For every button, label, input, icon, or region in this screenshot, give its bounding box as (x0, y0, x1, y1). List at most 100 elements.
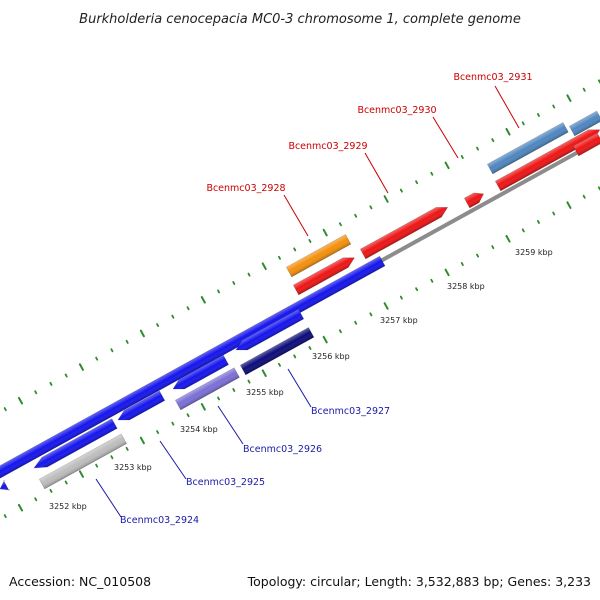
gene-feature[interactable] (174, 367, 240, 411)
gene-label: Bcenmc03_2927 (311, 406, 390, 417)
genome-summary-text: Topology: circular; Length: 3,532,883 bp… (247, 574, 591, 589)
tick-mark (186, 413, 190, 418)
gene-arrow-shading (286, 234, 351, 277)
tick-mark (491, 245, 495, 250)
tick-mark (430, 171, 434, 176)
kbp-label: 3252 kbp (49, 502, 87, 511)
tick-mark (156, 430, 160, 435)
tick-mark (399, 188, 403, 193)
tick-mark (34, 497, 38, 502)
tick-mark (521, 121, 525, 126)
gene-arrow-shading (173, 355, 229, 389)
gene-features (0, 110, 600, 495)
callout-leader-line (287, 368, 312, 408)
gene-arrow-shading (118, 390, 165, 420)
gene-arrow-shading (487, 122, 569, 174)
tick-mark (491, 138, 495, 143)
tick-mark (322, 228, 328, 237)
tick-mark (521, 228, 525, 233)
gene-feature[interactable] (31, 418, 118, 473)
tick-mark (3, 514, 7, 519)
gene-callouts: Bcenmc03_2924 Bcenmc03_2925 Bcenmc03_2926 B… (95, 72, 533, 526)
gene-arrow-shading (573, 133, 600, 156)
tick-mark (232, 281, 236, 285)
tick-mark (217, 396, 221, 401)
tick-mark (156, 323, 160, 328)
gene-label: Bcenmc03_2926 (243, 444, 322, 455)
tick-mark (95, 356, 99, 361)
kbp-label: 3257 kbp (380, 316, 418, 325)
tick-mark (17, 503, 24, 512)
tick-mark (217, 289, 221, 294)
tick-mark (308, 239, 312, 243)
tick-mark (460, 262, 464, 266)
gene-arrow-shading (569, 111, 600, 136)
tick-mark (444, 268, 450, 277)
tick-mark (476, 146, 480, 151)
gene-feature[interactable] (359, 203, 450, 260)
tick-mark (338, 222, 342, 227)
gene-feature[interactable] (170, 354, 229, 394)
gene-arrow-shading (236, 309, 304, 350)
gene-feature[interactable] (115, 390, 166, 425)
gene-feature[interactable] (463, 189, 486, 209)
tick-mark (200, 403, 206, 411)
tick-mark (278, 362, 281, 367)
tick-mark (17, 396, 24, 405)
gene-arrow-shading (293, 257, 355, 295)
tick-mark (383, 302, 389, 310)
tick-mark (582, 87, 586, 92)
kbp-label: 3258 kbp (447, 282, 485, 291)
tick-mark (505, 234, 511, 243)
tick-mark (49, 488, 53, 493)
tick-mark (566, 94, 572, 102)
gene-feature[interactable] (239, 327, 315, 376)
kbp-label: 3253 kbp (114, 463, 152, 472)
tick-mark (139, 436, 145, 445)
tick-mark (95, 463, 99, 468)
map-title: Burkholderia cenocepacia MC0-3 chromosom… (79, 12, 521, 27)
gene-feature[interactable] (233, 308, 305, 355)
gene-feature[interactable] (572, 132, 600, 157)
tick-mark (49, 381, 53, 386)
gene-feature[interactable] (292, 253, 357, 296)
gene-feature[interactable] (285, 234, 352, 278)
gene-label: Bcenmc03_2924 (120, 515, 199, 526)
gene-arrow-shading (34, 418, 118, 468)
tick-mark (415, 180, 419, 185)
tick-mark (338, 329, 342, 334)
tick-mark (247, 272, 251, 277)
tick-mark (537, 113, 540, 117)
tick-mark (369, 205, 373, 210)
gene-feature[interactable] (568, 110, 600, 137)
tick-mark (261, 369, 267, 378)
gene-label: Bcenmc03_2931 (453, 72, 532, 83)
tick-mark (566, 201, 572, 209)
tick-mark (139, 329, 145, 338)
tick-mark (415, 287, 419, 292)
gene-label: Bcenmc03_2928 (206, 183, 285, 194)
gene-feature[interactable] (486, 122, 569, 175)
tick-mark (369, 312, 373, 317)
tick-mark (293, 247, 297, 252)
accession-text: Accession: NC_010508 (9, 574, 151, 589)
tick-mark (537, 220, 540, 224)
tick-mark (78, 363, 84, 371)
gene-arrow-shading (240, 327, 314, 375)
tick-mark (505, 127, 511, 136)
tick-mark (383, 195, 389, 203)
gene-arrow-shading (39, 434, 127, 489)
tick-mark (430, 278, 434, 283)
callout-leader-line (217, 405, 244, 445)
kbp-label: 3255 kbp (246, 388, 284, 397)
tick-mark (261, 262, 267, 271)
tick-mark (34, 390, 38, 395)
tick-mark (552, 211, 556, 216)
gene-feature[interactable] (0, 479, 11, 493)
gene-feature[interactable] (38, 433, 127, 490)
outer-tick-track (3, 79, 600, 412)
tick-mark (354, 320, 358, 325)
tick-mark (125, 446, 129, 451)
